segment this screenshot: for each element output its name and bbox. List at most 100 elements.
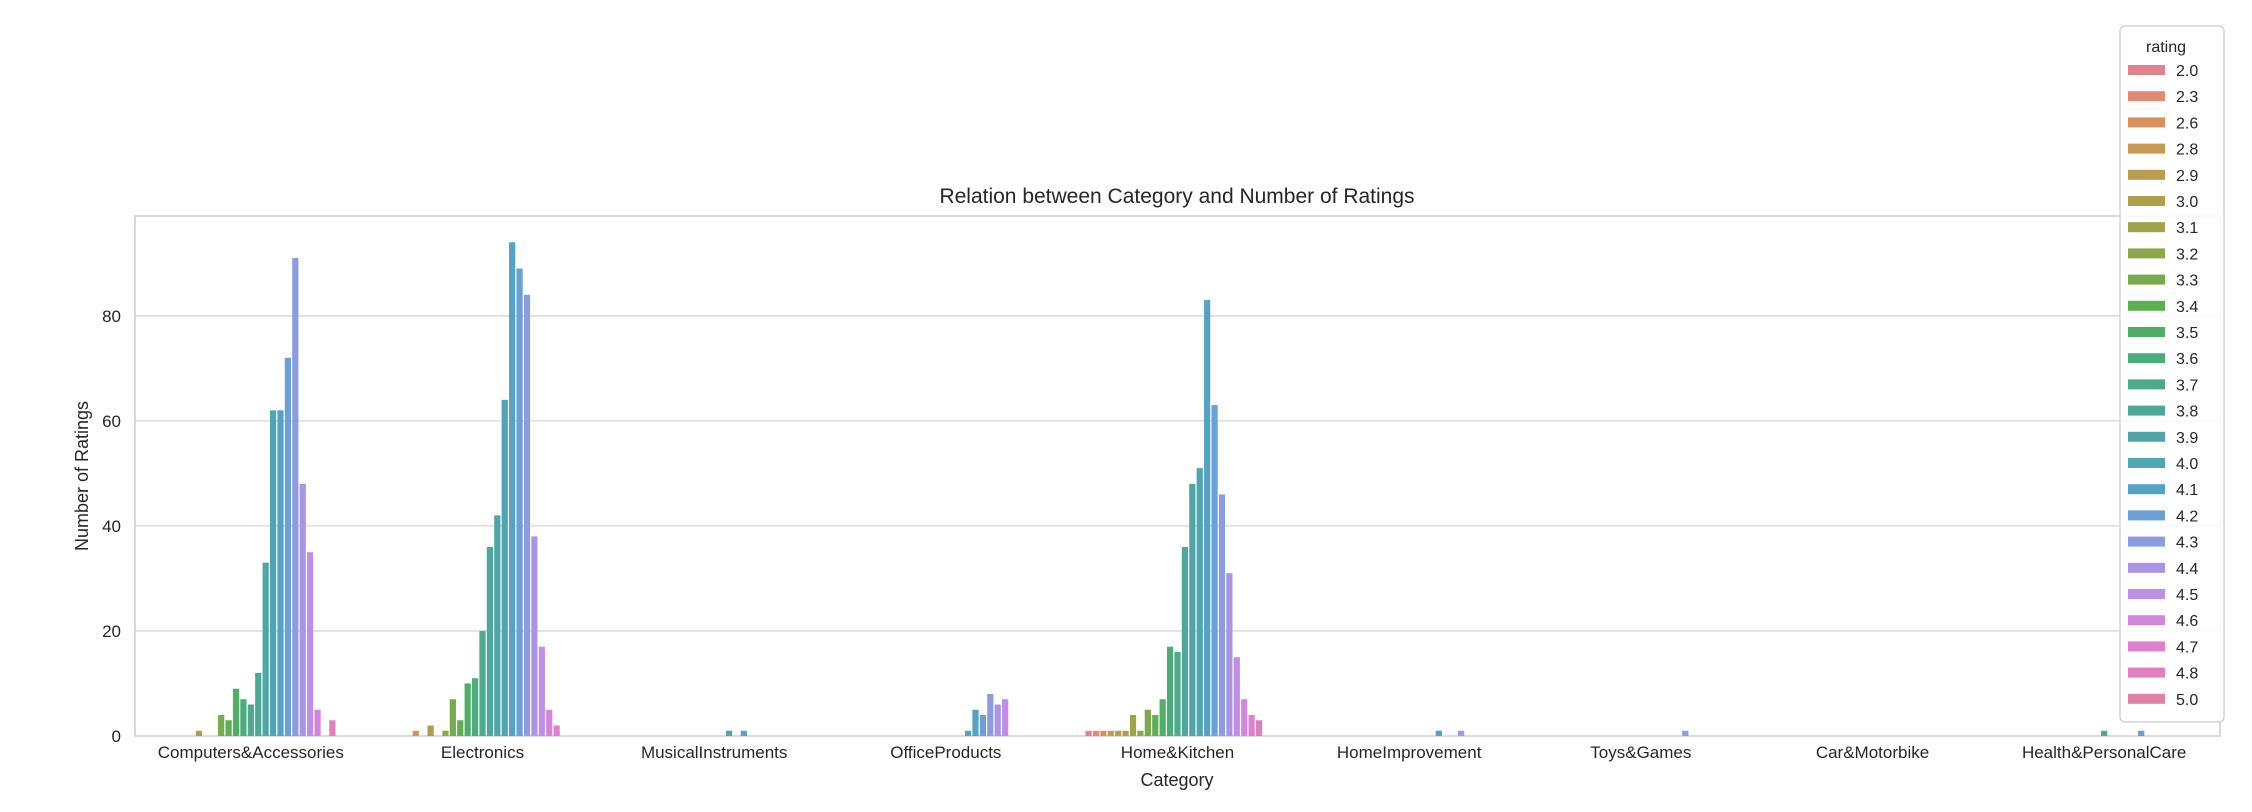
legend-label: 4.4 bbox=[2176, 561, 2198, 578]
bar bbox=[2138, 730, 2145, 736]
legend-swatch bbox=[2128, 615, 2165, 626]
legend-swatch bbox=[2128, 589, 2165, 599]
legend-label: 2.3 bbox=[2176, 89, 2198, 106]
legend-label: 2.0 bbox=[2176, 63, 2198, 80]
bar bbox=[1174, 651, 1181, 736]
bar bbox=[964, 730, 972, 736]
y-tick-label: 40 bbox=[102, 517, 121, 536]
bar bbox=[1085, 730, 1092, 736]
legend-label: 4.3 bbox=[2176, 535, 2198, 552]
bar bbox=[240, 699, 247, 736]
y-tick-label: 60 bbox=[102, 412, 121, 431]
bar bbox=[218, 714, 225, 736]
bar bbox=[307, 552, 314, 736]
bar bbox=[1241, 699, 1248, 736]
bar bbox=[1181, 546, 1189, 736]
legend-swatch bbox=[2128, 667, 2165, 678]
y-axis-ticks: 0 20 40 60 80 bbox=[102, 307, 121, 746]
legend-label: 4.0 bbox=[2176, 456, 2198, 473]
legend-label: 3.1 bbox=[2176, 220, 2198, 237]
bar bbox=[486, 546, 494, 736]
legend-label: 2.8 bbox=[2176, 142, 2198, 159]
bar bbox=[494, 515, 501, 736]
bar bbox=[538, 646, 545, 736]
legend-swatch bbox=[2128, 405, 2165, 416]
bar bbox=[546, 709, 553, 736]
bar bbox=[1159, 699, 1166, 736]
bar bbox=[225, 720, 232, 736]
bar bbox=[299, 483, 306, 736]
legend-label: 3.6 bbox=[2176, 351, 2198, 368]
legend-swatch bbox=[2128, 431, 2165, 442]
legend-label: 3.4 bbox=[2176, 299, 2198, 316]
x-tick-label: MusicalInstruments bbox=[641, 743, 787, 762]
legend-label: 4.1 bbox=[2176, 482, 2198, 499]
legend-label: 3.7 bbox=[2176, 377, 2198, 394]
bar bbox=[427, 725, 434, 736]
bar bbox=[1129, 714, 1137, 736]
legend-label: 4.5 bbox=[2176, 587, 2198, 604]
legend-swatch bbox=[2128, 484, 2165, 495]
legend-swatch bbox=[2128, 458, 2165, 468]
bar bbox=[442, 730, 449, 736]
bar bbox=[979, 714, 987, 736]
legend-swatch bbox=[2128, 353, 2165, 364]
bar bbox=[284, 357, 292, 736]
x-tick-label: Health&PersonalCare bbox=[2022, 743, 2186, 762]
bars bbox=[195, 242, 2145, 736]
y-axis-label: Number of Ratings bbox=[72, 401, 92, 551]
bar bbox=[1204, 300, 1211, 736]
bar bbox=[987, 693, 994, 736]
legend-swatch bbox=[2128, 117, 2165, 128]
x-tick-label: Home&Kitchen bbox=[1121, 743, 1234, 762]
legend: rating 2.0 2.3 2.6 2.8 2.9 3.0 3.1 3.2 3.3 3.4 3.5… bbox=[2119, 25, 2225, 723]
bar bbox=[1435, 730, 1442, 736]
bar bbox=[1152, 714, 1159, 736]
legend-swatch bbox=[2128, 300, 2165, 311]
legend-swatch bbox=[2128, 693, 2165, 704]
bar bbox=[247, 704, 254, 736]
legend-label: 3.0 bbox=[2176, 194, 2198, 211]
bar bbox=[1226, 573, 1233, 736]
legend-label: 3.9 bbox=[2176, 430, 2198, 447]
bar bbox=[1107, 730, 1114, 736]
legend-label: 3.2 bbox=[2176, 246, 2198, 263]
bar bbox=[412, 730, 419, 736]
bar bbox=[1248, 714, 1255, 736]
bar bbox=[255, 672, 262, 736]
y-tick-label: 0 bbox=[112, 727, 121, 746]
bar bbox=[1122, 730, 1129, 736]
bar bbox=[523, 294, 531, 736]
legend-label: 4.2 bbox=[2176, 508, 2198, 525]
bar bbox=[449, 699, 456, 736]
bar bbox=[2101, 730, 2108, 736]
bar bbox=[1144, 709, 1151, 736]
bar bbox=[277, 410, 284, 736]
x-tick-label: OfficeProducts bbox=[890, 743, 1001, 762]
x-tick-label: Electronics bbox=[441, 743, 524, 762]
x-tick-label: Car&Motorbike bbox=[1816, 743, 1929, 762]
bar bbox=[1115, 730, 1122, 736]
legend-swatch bbox=[2128, 379, 2165, 390]
legend-swatch bbox=[2128, 169, 2165, 180]
bar bbox=[1092, 730, 1100, 736]
bar bbox=[464, 683, 471, 736]
bar bbox=[457, 720, 464, 736]
legend-swatch bbox=[2128, 91, 2165, 102]
legend-swatch bbox=[2128, 196, 2165, 206]
x-tick-label: Computers&Accessories bbox=[158, 743, 344, 762]
legend-label: 2.6 bbox=[2176, 115, 2198, 132]
legend-label: 4.6 bbox=[2176, 613, 2198, 630]
bar bbox=[314, 709, 321, 736]
bar bbox=[725, 730, 733, 736]
bar bbox=[1682, 730, 1689, 736]
legend-swatch bbox=[2128, 327, 2165, 337]
legend-swatch bbox=[2128, 510, 2165, 521]
bar bbox=[471, 678, 479, 736]
y-tick-label: 80 bbox=[102, 307, 121, 326]
bar bbox=[195, 730, 203, 736]
legend-label: 3.8 bbox=[2176, 404, 2198, 421]
bar bbox=[292, 258, 299, 736]
